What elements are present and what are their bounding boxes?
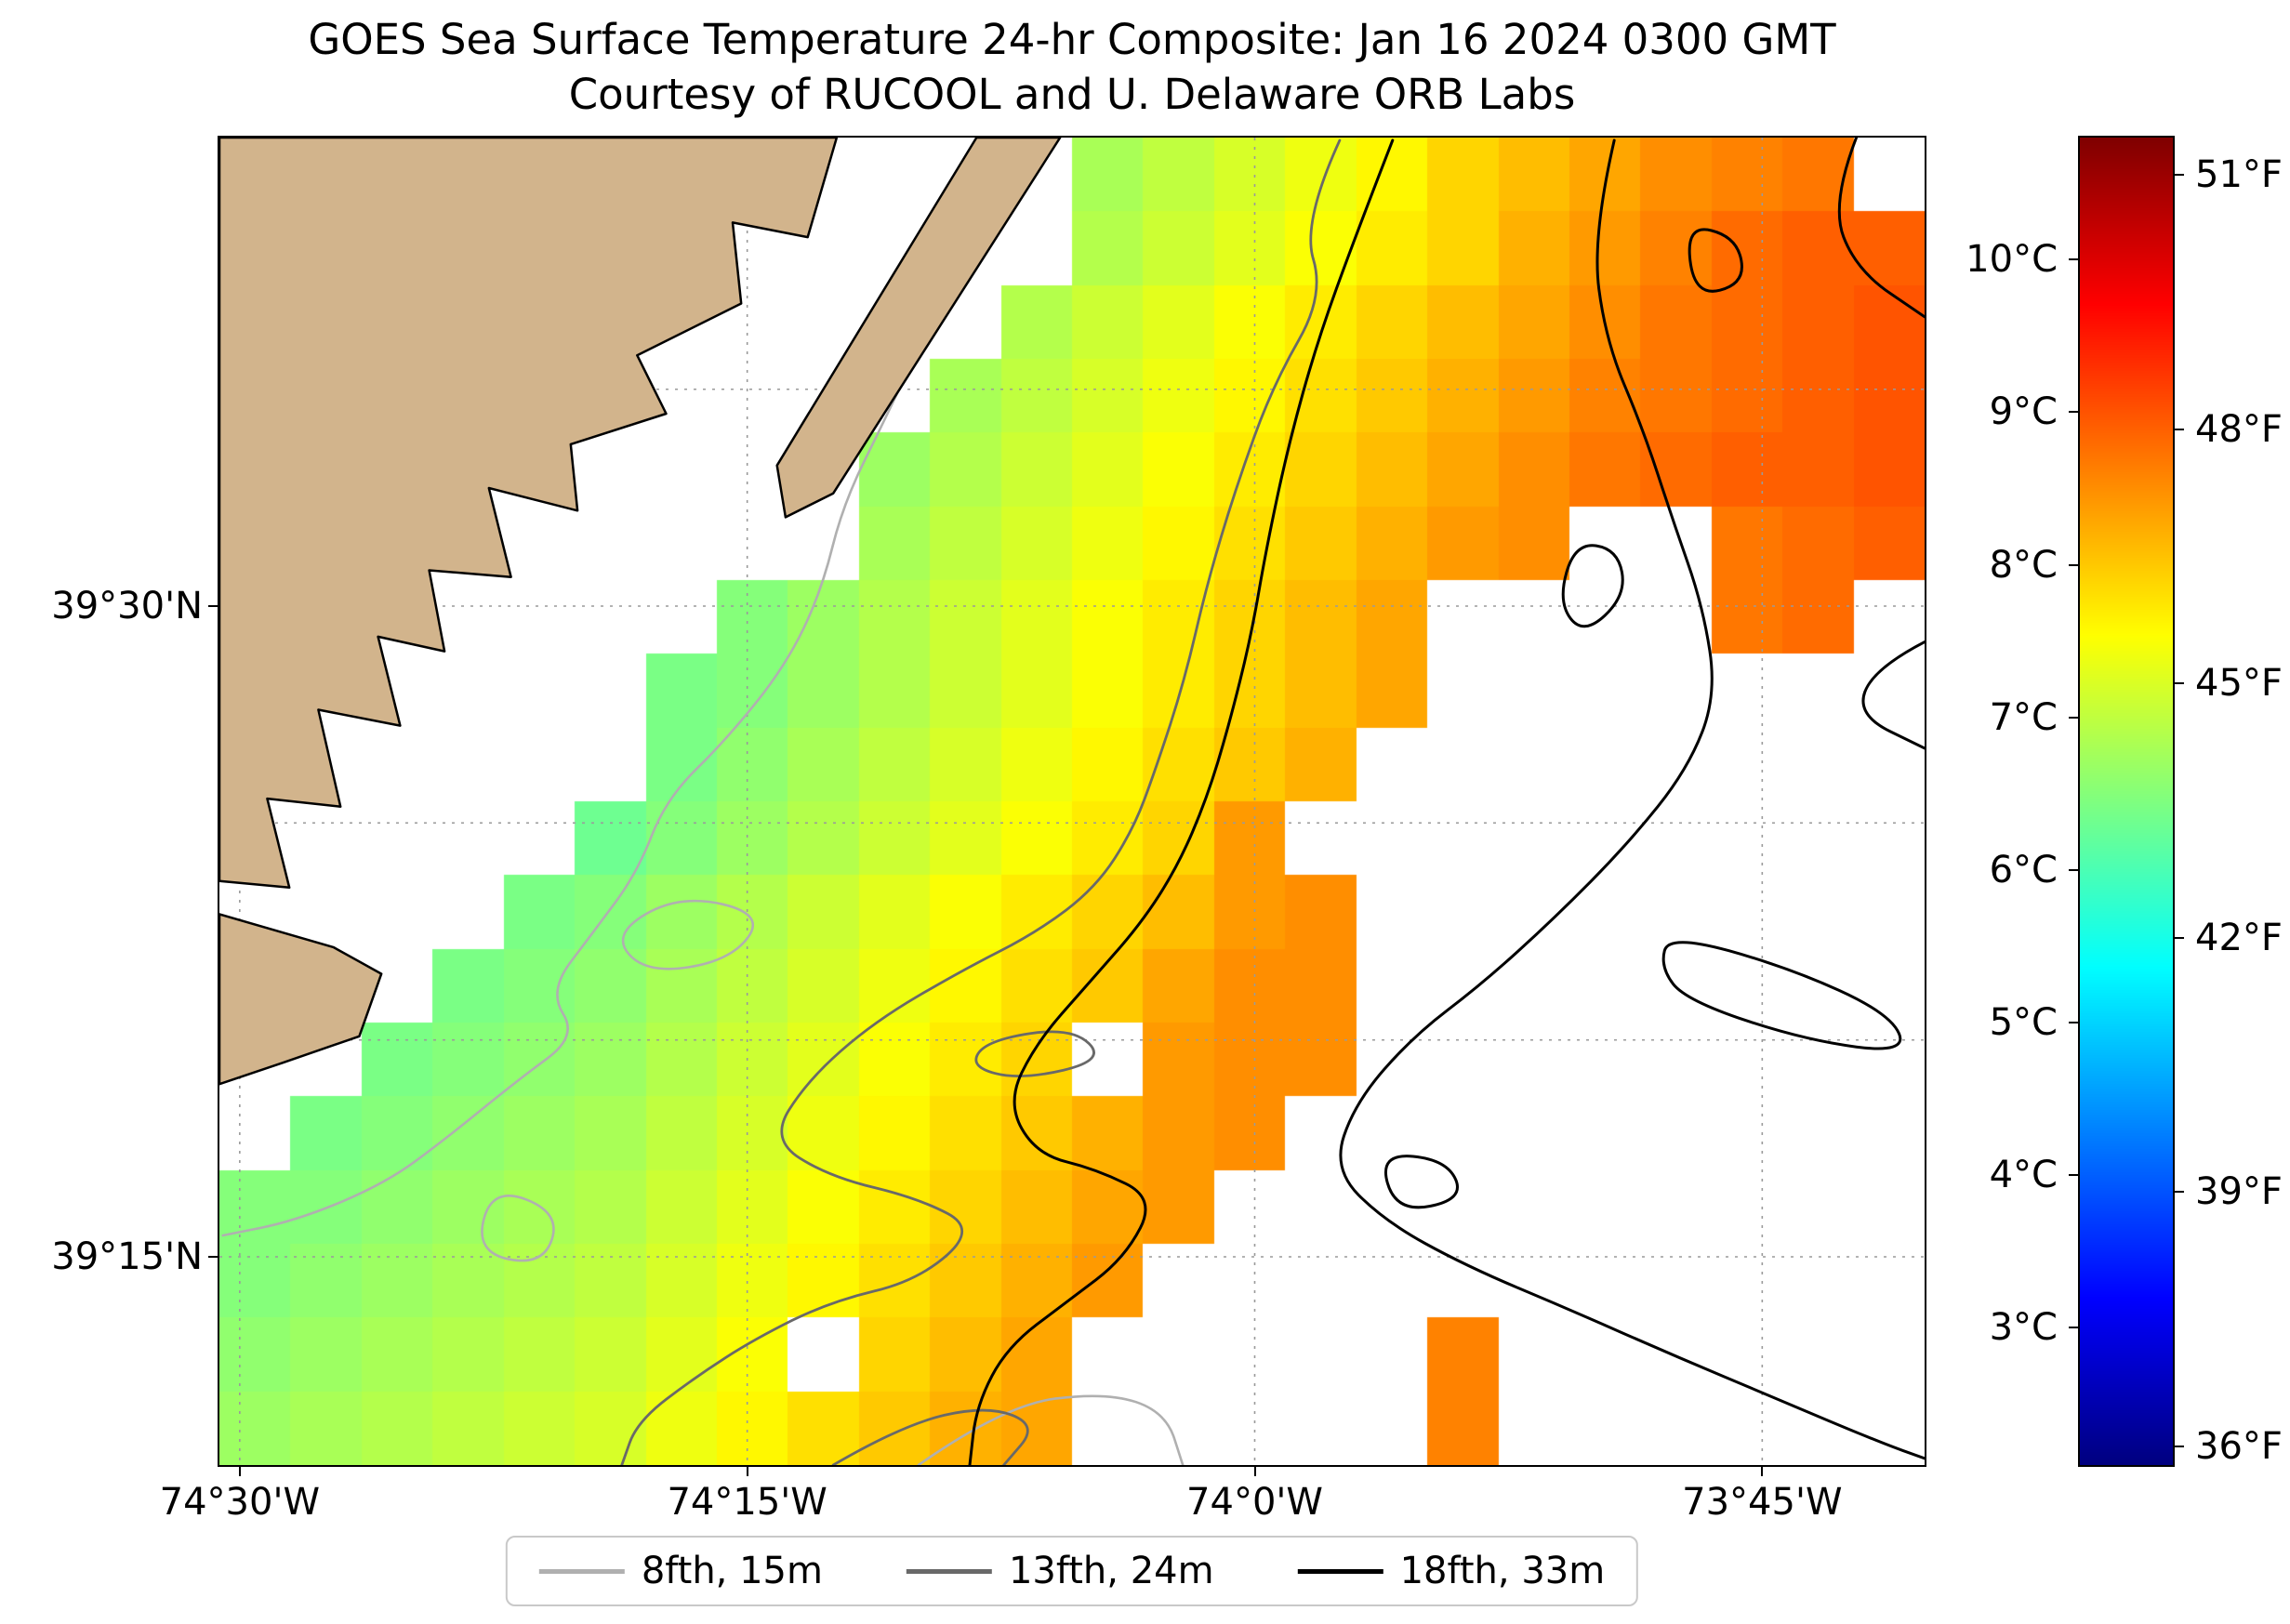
- bathymetry-contour-line: [968, 139, 1395, 1465]
- y-tick-label: 39°15'N: [51, 1235, 203, 1278]
- bathymetry-contour-line: [831, 1408, 1029, 1465]
- colorbar-c-tick-label: 4°C: [1989, 1154, 2058, 1197]
- y-tick-mark: [208, 1256, 219, 1258]
- contour-18fth-33m: [968, 138, 1925, 1465]
- legend-line-swatch: [1297, 1568, 1383, 1574]
- colorbar-c-tick-mark: [2069, 411, 2080, 414]
- colorbar-c-tick-label: 9°C: [1989, 390, 2058, 434]
- colorbar-f-tick-label: 42°F: [2195, 916, 2283, 959]
- title-line1: GOES Sea Surface Temperature 24-hr Compo…: [308, 15, 1836, 64]
- colorbar-f-tick-label: 39°F: [2195, 1170, 2283, 1214]
- colorbar-c-tick-label: 10°C: [1966, 238, 2058, 282]
- colorbar-gradient-canvas: [2080, 138, 2173, 1465]
- x-tick-label: 74°15'W: [667, 1481, 827, 1524]
- legend-label: 13fth, 24m: [1008, 1550, 1214, 1592]
- bathymetry-contour-line: [1837, 138, 1925, 319]
- colorbar-f-tick-label: 36°F: [2195, 1424, 2283, 1468]
- land-polygons: [219, 138, 1062, 1086]
- colorbar-c-tick-label: 3°C: [1989, 1306, 2058, 1350]
- bathymetry-contour-line: [620, 139, 1342, 1465]
- colorbar-f-tick-mark: [2173, 1445, 2184, 1447]
- colorbar-c-tick-label: 8°C: [1989, 543, 2058, 587]
- colorbar-f-tick-mark: [2173, 936, 2184, 939]
- bathymetry-contour-line: [1688, 228, 1743, 293]
- map-plot: [219, 138, 1925, 1465]
- land-polygon: [219, 138, 839, 890]
- legend-item: 8fth, 15m: [538, 1550, 823, 1592]
- colorbar-c-tick-mark: [2069, 1327, 2080, 1329]
- bathymetry-contour-line: [974, 1030, 1095, 1077]
- map-overlay-svg: [219, 138, 1925, 1465]
- graticule-gridlines: [219, 138, 1925, 1465]
- figure-title: GOES Sea Surface Temperature 24-hr Compo…: [219, 13, 1925, 122]
- x-tick-label: 74°30'W: [159, 1481, 320, 1524]
- x-tick-mark: [746, 1465, 748, 1476]
- bathymetry-contour-line: [1384, 1155, 1459, 1209]
- legend-box: 8fth, 15m 13fth, 24m 18fth, 33m: [505, 1536, 1639, 1606]
- bathymetry-contour-line: [621, 899, 754, 970]
- colorbar-c-tick-mark: [2069, 716, 2080, 719]
- x-tick-mark: [1761, 1465, 1764, 1476]
- colorbar-f-tick-mark: [2173, 682, 2184, 685]
- legend-label: 18fth, 33m: [1399, 1550, 1606, 1592]
- legend-label: 8fth, 15m: [641, 1550, 823, 1592]
- colorbar-f-tick-label: 45°F: [2195, 662, 2283, 706]
- x-tick-label: 73°45'W: [1682, 1481, 1843, 1524]
- colorbar-f-tick-mark: [2173, 1191, 2184, 1194]
- legend-item: 13fth, 24m: [906, 1550, 1214, 1592]
- colorbar-c-tick-mark: [2069, 258, 2080, 261]
- colorbar-c-tick-mark: [2069, 1022, 2080, 1023]
- colorbar-c-tick-label: 7°C: [1989, 695, 2058, 739]
- legend-line-swatch: [538, 1568, 625, 1574]
- legend-item: 18fth, 33m: [1297, 1550, 1606, 1592]
- colorbar-f-tick-mark: [2173, 428, 2184, 430]
- x-tick-label: 74°0'W: [1186, 1481, 1323, 1524]
- colorbar-f-tick-mark: [2173, 174, 2184, 177]
- colorbar-c-tick-label: 6°C: [1989, 848, 2058, 891]
- contour-13fth-24m: [620, 139, 1342, 1465]
- colorbar-c-tick-label: 5°C: [1989, 1001, 2058, 1044]
- bathymetry-contour-line: [917, 1394, 1185, 1465]
- colorbar-c-tick-mark: [2069, 563, 2080, 566]
- colorbar-f-tick-label: 51°F: [2195, 153, 2283, 197]
- y-tick-mark: [208, 605, 219, 607]
- bathymetry-contour-line: [1861, 640, 1925, 750]
- colorbar-c-tick-mark: [2069, 868, 2080, 871]
- x-tick-mark: [1253, 1465, 1256, 1476]
- bathymetry-contour-line: [481, 1195, 555, 1262]
- legend-line-swatch: [906, 1568, 992, 1574]
- title-line2: Courtesy of RUCOOL and U. Delaware ORB L…: [568, 69, 1576, 119]
- x-tick-mark: [238, 1465, 241, 1476]
- land-polygon: [775, 138, 1062, 519]
- bathymetry-contour-line: [1661, 941, 1902, 1050]
- colorbar-c-tick-mark: [2069, 1174, 2080, 1177]
- colorbar-f-tick-label: 48°F: [2195, 407, 2283, 451]
- bathymetry-contour-line: [1339, 139, 1925, 1460]
- bathymetry-contour-line: [1561, 544, 1624, 628]
- land-polygon: [219, 913, 383, 1086]
- y-tick-label: 39°30'N: [51, 585, 203, 627]
